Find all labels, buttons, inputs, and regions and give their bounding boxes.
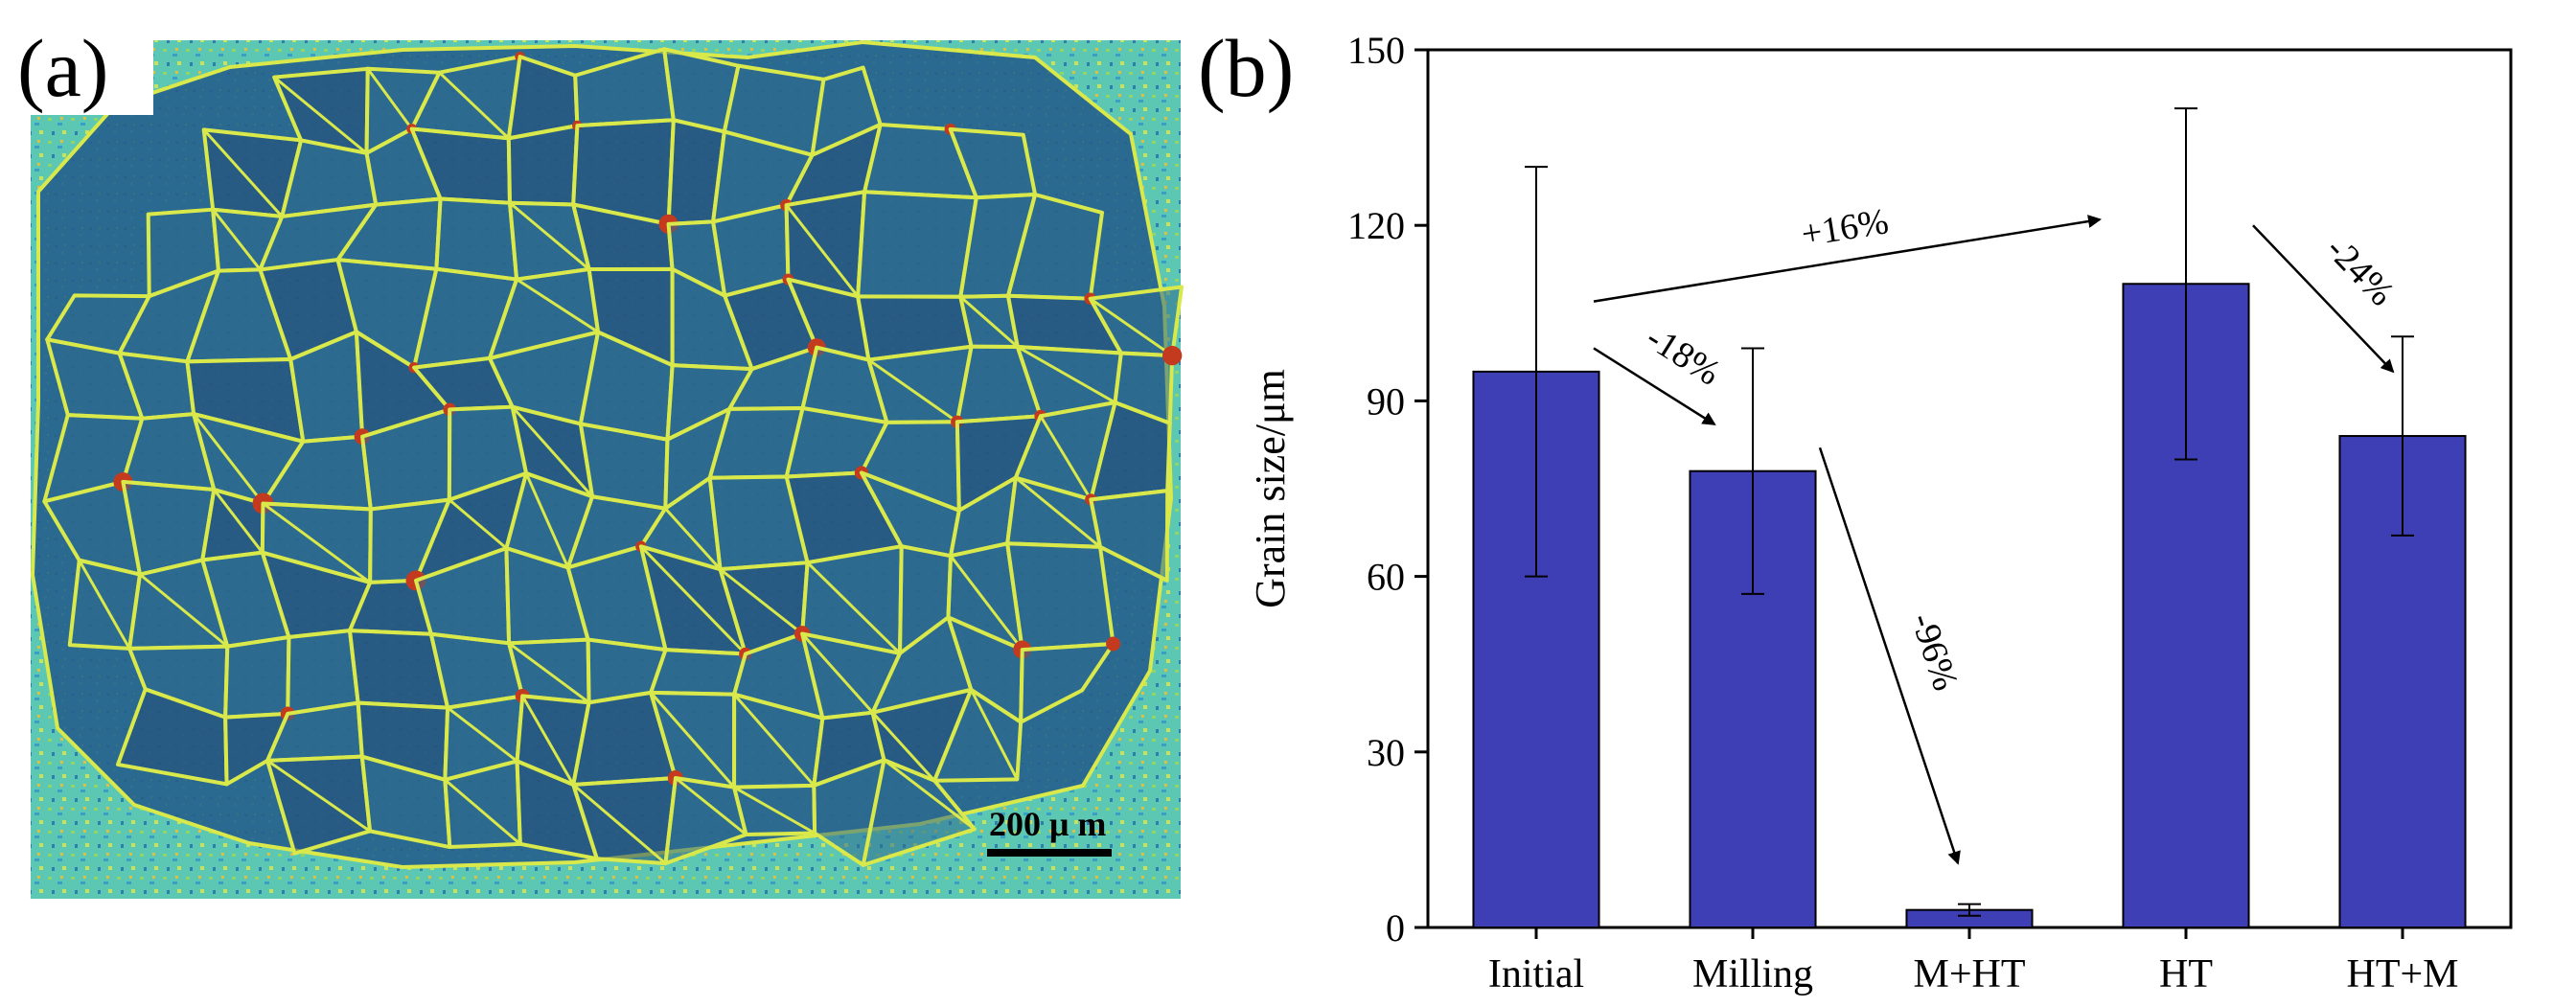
error-bar	[1525, 166, 1548, 578]
x-tick-label: HT+M	[2346, 952, 2458, 996]
y-tick-label: 150	[1347, 29, 1405, 72]
micrograph-image: (a) 200 μ m	[0, 0, 1184, 899]
grain-size-chart: (b) Grain size/μm 0 30 60 90 120 150 Initial Mi…	[1188, 0, 2576, 1002]
x-tick-label: M+HT	[1913, 952, 2025, 996]
panel-b-label: (b)	[1198, 22, 1294, 114]
y-tick-label: 0	[1386, 906, 1405, 950]
error-bar	[2391, 335, 2414, 537]
error-bar	[1741, 347, 1764, 595]
error-bar	[2174, 107, 2197, 461]
y-tick-label: 30	[1367, 731, 1405, 774]
annotation-label: -96%	[1902, 608, 1966, 696]
scale-bar	[987, 849, 1112, 857]
x-tick-label: Milling	[1692, 952, 1813, 996]
annotation-arrow: -24%	[2252, 224, 2402, 374]
y-axis-label: Grain size/μm	[1247, 369, 1294, 608]
x-tick-label: HT	[2159, 952, 2213, 996]
annotation-label: -24%	[2318, 229, 2402, 314]
y-tick-label: 120	[1347, 204, 1405, 247]
y-tick-label: 60	[1367, 556, 1405, 599]
chart-svg: (b) Grain size/μm 0 30 60 90 120 150 Initial Mi…	[1198, 22, 2513, 996]
annotation-arrow: -18%	[1593, 317, 1727, 425]
annotation-arrow: -96%	[1818, 446, 1966, 865]
grain-network	[30, 39, 1184, 870]
annotation-arrow: +16%	[1593, 201, 2102, 303]
x-tick-label: Initial	[1488, 952, 1584, 996]
error-bar	[1958, 903, 1981, 917]
micrograph-panel: (a) 200 μ m	[0, 0, 1188, 920]
annotation-label: -18%	[1639, 317, 1727, 393]
annotation-label: +16%	[1799, 201, 1892, 255]
panel-a-label: (a)	[17, 22, 108, 114]
y-tick-label: 90	[1367, 379, 1405, 423]
scale-bar-label: 200 μ m	[989, 805, 1106, 843]
